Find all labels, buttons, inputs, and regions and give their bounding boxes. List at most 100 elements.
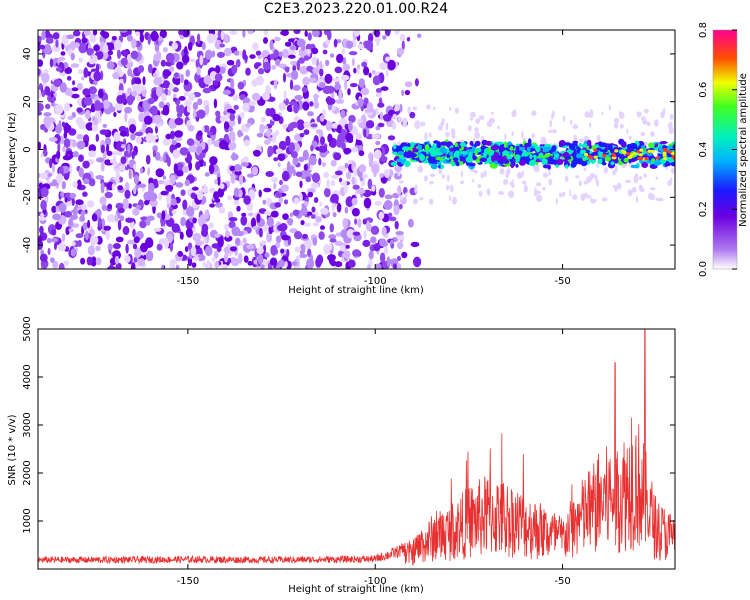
- noise-cell: [334, 261, 343, 268]
- noise-cell: [206, 260, 211, 269]
- noise-cell: [372, 75, 381, 86]
- noise-cell: [279, 179, 283, 186]
- noise-cell: [396, 241, 404, 250]
- signal-cell: [558, 143, 564, 148]
- noise-cell: [83, 30, 91, 36]
- noise-cell: [131, 38, 137, 49]
- noise-cell: [263, 125, 269, 130]
- noise-cell: [88, 58, 96, 65]
- signal-peak-cell: [671, 155, 675, 159]
- noise-cell: [357, 43, 365, 50]
- noise-cell: [382, 35, 387, 40]
- noise-cell: [203, 125, 210, 133]
- noise-cell: [555, 198, 558, 205]
- x-tick-label: -150: [177, 576, 200, 587]
- noise-cell: [357, 218, 362, 228]
- noise-cell: [139, 220, 147, 229]
- noise-cell: [375, 140, 381, 146]
- noise-cell: [405, 192, 408, 199]
- noise-cell: [208, 163, 215, 175]
- signal-cell: [524, 142, 532, 148]
- noise-cell: [282, 72, 287, 83]
- noise-cell: [233, 164, 243, 172]
- noise-cell: [613, 123, 619, 129]
- noise-cell: [301, 86, 308, 93]
- noise-cell: [253, 149, 261, 157]
- noise-cell: [281, 30, 289, 36]
- signal-peak-cell: [593, 148, 598, 152]
- noise-cell: [334, 170, 343, 176]
- noise-cell: [649, 187, 656, 191]
- signal-cell: [428, 148, 436, 154]
- signal-cell: [417, 144, 423, 150]
- noise-cell: [307, 191, 314, 198]
- noise-cell: [252, 42, 259, 51]
- noise-cell: [207, 131, 214, 136]
- noise-cell: [86, 200, 95, 208]
- noise-cell: [603, 167, 608, 174]
- noise-cell: [667, 122, 673, 130]
- signal-cell: [519, 159, 526, 166]
- signal-cell: [598, 142, 607, 148]
- noise-cell: [277, 153, 286, 161]
- noise-cell: [119, 30, 128, 33]
- noise-cell: [237, 81, 245, 90]
- noise-cell: [278, 140, 287, 151]
- noise-cell: [367, 178, 373, 190]
- noise-cell: [70, 63, 80, 68]
- signal-cell: [648, 142, 654, 148]
- noise-cell: [78, 154, 84, 162]
- noise-cell: [214, 39, 222, 50]
- noise-cell: [536, 182, 542, 187]
- noise-cell: [356, 189, 366, 194]
- noise-cell: [300, 206, 308, 216]
- spectrogram-y-label: Frequency (Hz): [7, 112, 18, 188]
- noise-cell: [110, 151, 119, 156]
- noise-cell: [40, 200, 47, 211]
- noise-cell: [643, 173, 647, 178]
- noise-cell: [156, 243, 163, 251]
- noise-cell: [477, 184, 482, 188]
- x-tick-label: -50: [554, 276, 570, 287]
- noise-cell: [182, 199, 188, 210]
- noise-cell: [197, 130, 203, 137]
- noise-cell: [63, 124, 72, 131]
- noise-cell: [109, 263, 114, 269]
- noise-cell: [265, 171, 275, 177]
- noise-cell: [101, 204, 108, 211]
- noise-cell: [511, 131, 514, 137]
- noise-cell: [346, 171, 352, 180]
- noise-cell: [131, 83, 141, 90]
- noise-cell: [331, 105, 336, 112]
- noise-cell: [312, 237, 318, 246]
- noise-cell: [335, 99, 345, 104]
- noise-cell: [284, 41, 292, 47]
- noise-cell: [320, 136, 325, 146]
- signal-cell: [515, 145, 520, 151]
- signal-cell: [564, 156, 572, 160]
- noise-cell: [572, 124, 578, 130]
- noise-cell: [49, 158, 53, 169]
- noise-cell: [135, 31, 141, 37]
- noise-cell: [133, 174, 139, 185]
- noise-cell: [195, 240, 204, 246]
- noise-cell: [596, 134, 601, 142]
- signal-cell: [406, 150, 413, 158]
- noise-cell: [299, 132, 305, 138]
- noise-cell: [77, 69, 84, 75]
- noise-cell: [233, 199, 240, 206]
- noise-cell: [256, 132, 264, 138]
- noise-cell: [229, 30, 238, 35]
- signal-peak-cell: [622, 151, 627, 155]
- noise-cell: [275, 235, 282, 244]
- noise-cell: [308, 77, 317, 83]
- noise-cell: [424, 175, 428, 182]
- noise-cell: [182, 54, 190, 64]
- noise-cell: [270, 257, 277, 265]
- y-tick-label: 3000: [22, 412, 33, 437]
- noise-cell: [220, 30, 224, 41]
- noise-cell: [217, 187, 225, 198]
- noise-cell: [69, 164, 73, 174]
- noise-cell: [323, 187, 331, 198]
- noise-cell: [399, 33, 406, 42]
